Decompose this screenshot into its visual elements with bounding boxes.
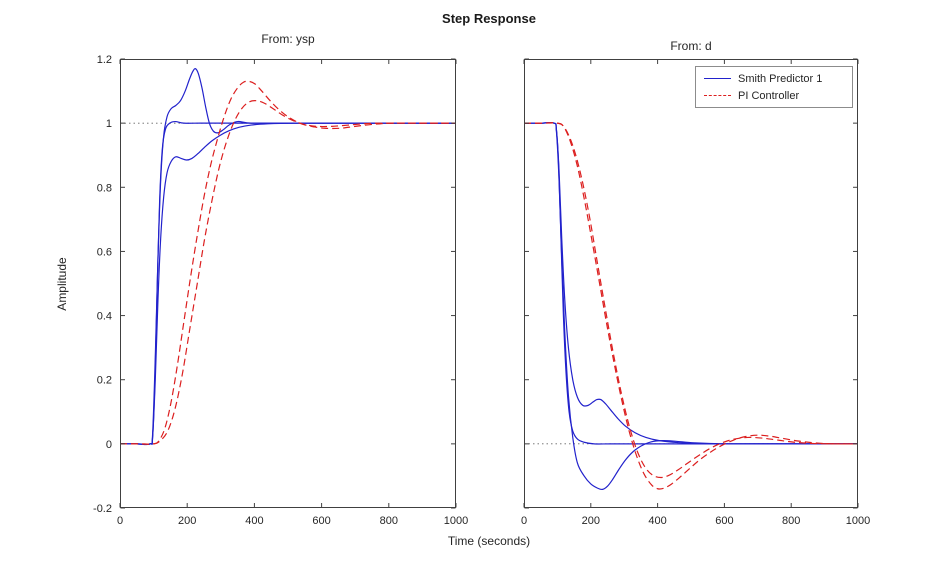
legend: Smith Predictor 1 PI Controller	[695, 66, 853, 108]
subplot-d: 0 200 400 600 800 1000	[521, 58, 870, 527]
subplot-title-ysp: From: ysp	[261, 32, 315, 46]
x-axis-label: Time (seconds)	[447, 534, 531, 548]
svg-text:600: 600	[312, 515, 330, 527]
svg-text:1.2: 1.2	[97, 54, 112, 66]
svg-text:200: 200	[582, 515, 600, 527]
subplot-svg-1: 0 200 400 600 800 1000	[521, 58, 870, 527]
svg-text:-0.2: -0.2	[93, 503, 112, 515]
svg-text:0.8: 0.8	[97, 182, 112, 194]
subplot-ysp: 0 200 400 600 800 1000 -0.2 0 0.2 0.4 0.6 0.8 1 1.2	[93, 54, 468, 527]
legend-item-smith-predictor: Smith Predictor 1	[704, 70, 844, 87]
subplot-svg-0: 0 200 400 600 800 1000 -0.2 0 0.2 0.4 0.6 0.8 1 1.2	[93, 54, 468, 527]
svg-text:0.6: 0.6	[97, 246, 112, 258]
svg-text:800: 800	[782, 515, 800, 527]
svg-text:1000: 1000	[846, 515, 870, 527]
svg-text:1: 1	[106, 118, 112, 130]
legend-line-sample-solid	[704, 78, 731, 79]
svg-text:0: 0	[117, 515, 123, 527]
svg-text:0.4: 0.4	[97, 311, 112, 323]
legend-label: Smith Predictor 1	[738, 72, 823, 85]
figure-title: Step Response	[442, 11, 536, 26]
svg-text:600: 600	[715, 515, 733, 527]
legend-line-sample-dashed	[704, 95, 731, 96]
subplot-title-d: From: d	[670, 39, 712, 53]
svg-text:1000: 1000	[444, 515, 468, 527]
legend-label: PI Controller	[738, 89, 800, 102]
svg-text:400: 400	[648, 515, 666, 527]
legend-item-pi-controller: PI Controller	[704, 87, 844, 104]
svg-text:0: 0	[106, 439, 112, 451]
svg-text:200: 200	[178, 515, 196, 527]
svg-text:800: 800	[380, 515, 398, 527]
svg-text:0: 0	[521, 515, 527, 527]
svg-text:400: 400	[245, 515, 263, 527]
y-axis-label: Amplitude	[55, 257, 69, 311]
svg-text:0.2: 0.2	[97, 375, 112, 387]
